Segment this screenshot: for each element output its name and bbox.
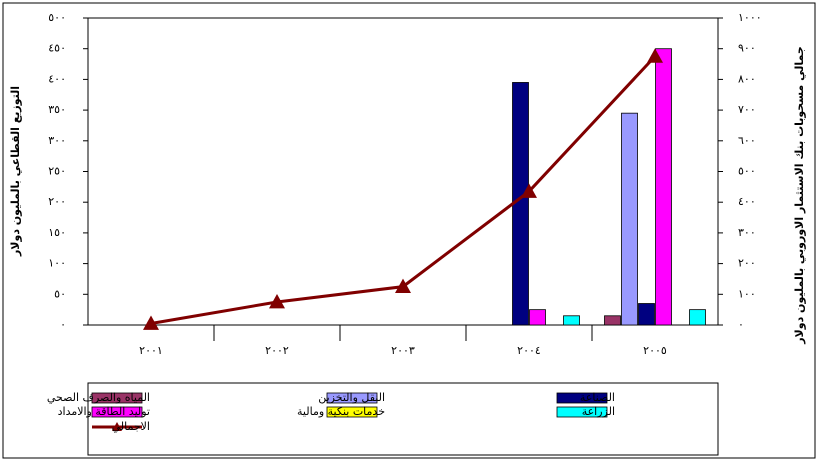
- y-tick-label: ٤٠٠: [48, 72, 66, 85]
- y2-tick-label: ١٠٠٠: [738, 11, 762, 24]
- y-axis-title: التوزيع القطاعي بالمليون دولار: [9, 86, 22, 257]
- plot-area: [87, 17, 719, 326]
- x-tick-label: ٢٠٠٣: [391, 344, 415, 357]
- bar: [655, 48, 672, 326]
- y-tick-label: ٣٠٠: [48, 134, 66, 147]
- line-marker: [647, 48, 663, 63]
- legend-label: الصناعة: [580, 391, 615, 404]
- legend-label: الزراعة: [582, 405, 615, 418]
- line-marker: [269, 293, 285, 309]
- y-tick-label: ٢٠٠: [48, 195, 66, 208]
- y2-tick-label: ٧٠٠: [738, 103, 756, 116]
- y2-tick-label: ٨٠٠: [738, 72, 756, 85]
- y-tick-label: ٤٥٠: [48, 42, 66, 55]
- legend-swatch: [556, 406, 608, 418]
- bar: [604, 315, 621, 326]
- y-tick-label: ١٥٠: [48, 226, 66, 239]
- y2-tick-label: ٩٠٠: [738, 42, 756, 55]
- legend-label: النقل والتخزين: [318, 391, 385, 404]
- bar: [563, 315, 580, 326]
- y-tick-label: ٢٥٠: [48, 165, 66, 178]
- y-tick-label: ٥٠٠: [48, 11, 66, 24]
- legend-swatch: [91, 392, 143, 404]
- y-tick-label: ٠: [60, 318, 66, 331]
- line-marker: [395, 278, 411, 294]
- y2-tick-label: ١٠٠: [738, 287, 756, 300]
- line-marker: [143, 315, 159, 330]
- y2-tick-label: ٤٠٠: [738, 195, 756, 208]
- y-tick-label: ١٠٠: [48, 257, 66, 270]
- y2-axis-title: جمالي مسحوبات بنك الاستثمار الاوروبي بال…: [793, 46, 806, 345]
- x-tick-label: ٢٠٠٤: [517, 344, 541, 357]
- legend-swatch: [326, 406, 378, 418]
- y-tick-label: ٣٥٠: [48, 103, 66, 116]
- y2-tick-label: ٦٠٠: [738, 134, 756, 147]
- legend-label: الاجمالي: [112, 420, 150, 433]
- y2-tick-label: ٠: [738, 318, 744, 331]
- legend-box: [87, 382, 719, 456]
- y2-tick-label: ٢٠٠: [738, 257, 756, 270]
- x-tick-label: ٢٠٠٥: [643, 344, 667, 357]
- legend-label: المياه والصرف الصحي: [47, 391, 150, 404]
- bar: [638, 303, 655, 326]
- legend-swatch: [326, 392, 378, 404]
- legend-swatch: [91, 406, 143, 418]
- legend-label: توليد الطاقة والامداد: [58, 405, 150, 418]
- line-marker: [521, 183, 537, 198]
- y2-tick-label: ٣٠٠: [738, 226, 756, 239]
- legend-label: خدمات بنكية ومالية: [297, 405, 385, 418]
- legend-marker: [112, 422, 122, 431]
- legend-swatch: [556, 392, 608, 404]
- bar: [689, 309, 706, 326]
- bar: [529, 309, 546, 326]
- bar: [621, 112, 638, 326]
- y2-tick-label: ٥٠٠: [738, 165, 756, 178]
- y-tick-label: ٥٠: [54, 287, 66, 300]
- x-tick-label: ٢٠٠١: [139, 344, 163, 357]
- x-tick-label: ٢٠٠٢: [265, 344, 289, 357]
